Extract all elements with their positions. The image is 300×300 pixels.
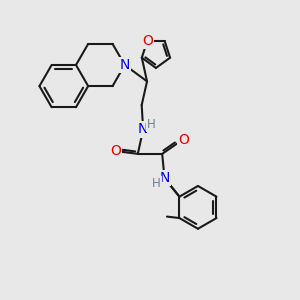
Text: N: N: [119, 58, 130, 72]
Text: N: N: [159, 171, 170, 185]
Text: H: H: [147, 118, 156, 130]
Text: O: O: [110, 145, 121, 158]
Text: H: H: [152, 177, 161, 190]
Text: O: O: [178, 133, 189, 147]
Text: O: O: [142, 34, 153, 48]
Text: O: O: [178, 133, 189, 147]
Text: N: N: [159, 171, 170, 185]
Text: N: N: [138, 122, 148, 136]
Text: O: O: [110, 145, 121, 158]
Text: N: N: [119, 58, 130, 72]
Text: H: H: [147, 118, 156, 130]
Text: O: O: [142, 34, 153, 48]
Text: N: N: [138, 122, 148, 136]
Text: H: H: [152, 177, 161, 190]
